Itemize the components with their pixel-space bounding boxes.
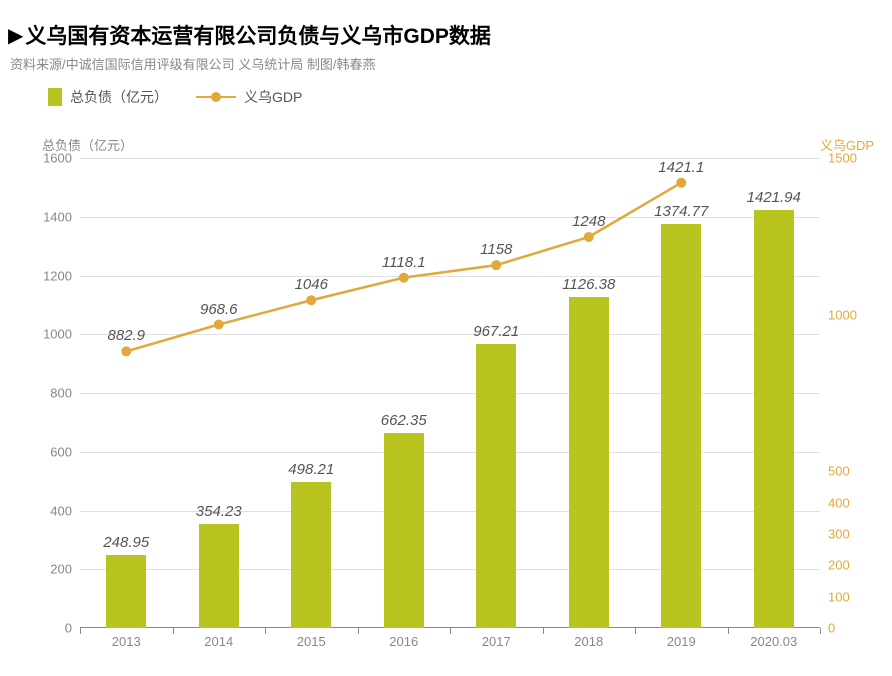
x-tick <box>265 628 266 634</box>
y1-tick-label: 0 <box>65 621 72 636</box>
y2-tick-label: 400 <box>828 495 850 510</box>
x-tick-label: 2013 <box>112 634 141 649</box>
y2-tick-label: 1000 <box>828 307 857 322</box>
y1-tick-label: 1400 <box>43 209 72 224</box>
x-tick <box>820 628 821 634</box>
y2-tick-label: 1500 <box>828 151 857 166</box>
x-tick <box>635 628 636 634</box>
x-tick-label: 2017 <box>482 634 511 649</box>
y1-tick-label: 200 <box>50 562 72 577</box>
y1-tick-label: 600 <box>50 444 72 459</box>
x-tick <box>543 628 544 634</box>
y2-tick-label: 100 <box>828 589 850 604</box>
y2-tick-label: 200 <box>828 558 850 573</box>
x-tick-label: 2018 <box>574 634 603 649</box>
x-tick-label: 2014 <box>204 634 233 649</box>
bar-swatch-icon <box>48 88 62 106</box>
y1-tick-label: 400 <box>50 503 72 518</box>
line-swatch-icon <box>196 90 236 104</box>
legend: 总负债（亿元） 义乌GDP <box>48 87 884 107</box>
y1-tick-label: 1000 <box>43 327 72 342</box>
y2-tick-label: 300 <box>828 527 850 542</box>
legend-line-label: 义乌GDP <box>244 87 302 107</box>
legend-item-line: 义乌GDP <box>196 87 302 107</box>
x-tick <box>450 628 451 634</box>
chart-area: 0200400600800100012001400160001002003004… <box>80 158 820 628</box>
title-arrow-icon: ▶ <box>8 23 23 48</box>
legend-item-bar: 总负债（亿元） <box>48 87 168 107</box>
x-tick-label: 2016 <box>389 634 418 649</box>
x-tick <box>173 628 174 634</box>
x-tick <box>80 628 81 634</box>
chart-subtitle: 资料来源/中诚信国际信用评级有限公司 义乌统计局 制图/韩春燕 <box>10 54 884 73</box>
plot-area: 0200400600800100012001400160001002003004… <box>80 158 820 628</box>
y1-tick-label: 1200 <box>43 268 72 283</box>
gdp-line <box>80 158 820 628</box>
y2-tick-label: 500 <box>828 464 850 479</box>
chart-title-row: ▶ 义乌国有资本运营有限公司负债与义乌市GDP数据 <box>8 20 884 50</box>
y1-tick-label: 800 <box>50 386 72 401</box>
x-tick-label: 2019 <box>667 634 696 649</box>
x-tick <box>728 628 729 634</box>
x-tick <box>358 628 359 634</box>
y1-tick-label: 1600 <box>43 151 72 166</box>
chart-title: 义乌国有资本运营有限公司负债与义乌市GDP数据 <box>25 20 491 50</box>
x-tick-label: 2020.03 <box>750 634 797 649</box>
x-tick-label: 2015 <box>297 634 326 649</box>
legend-bar-label: 总负债（亿元） <box>70 87 168 107</box>
y2-tick-label: 0 <box>828 621 835 636</box>
